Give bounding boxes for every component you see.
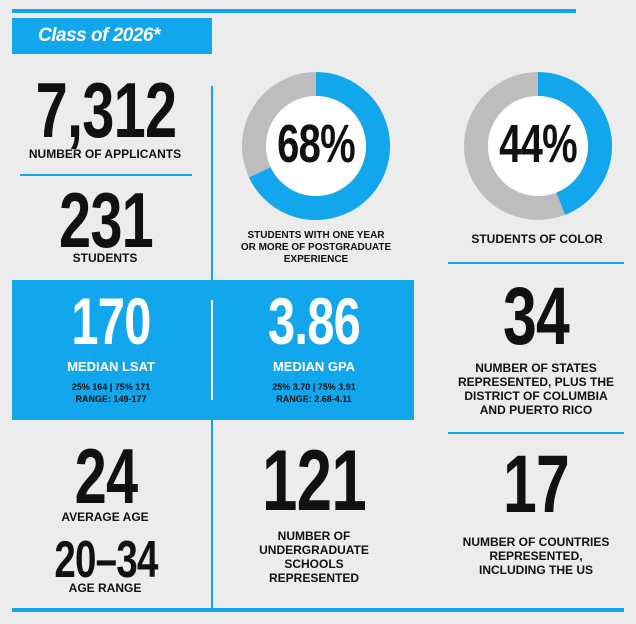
color-donut-fill (464, 72, 612, 220)
states-rule (448, 432, 624, 434)
schools-label-line1: NUMBER OF (277, 529, 351, 543)
gpa-detail1: 25% 3.70 | 75% 3.91 (272, 382, 356, 392)
divider-left-top (211, 86, 213, 280)
band-divider (211, 300, 213, 400)
postgrad-donut-fill (242, 72, 390, 220)
countries-label-line1: NUMBER OF COUNTRIES (462, 535, 610, 549)
countries-value: 17 (502, 439, 570, 530)
states-label-line1: NUMBER OF STATES (475, 361, 597, 375)
states-value: 34 (502, 271, 570, 362)
applicants-rule (20, 174, 192, 176)
schools-label-line4: REPRESENTED (268, 571, 360, 585)
postgrad-label-line3: EXPERIENCE (283, 254, 349, 265)
header-tab: Class of 2026* (12, 18, 212, 54)
schools-label-line3: SCHOOLS (284, 557, 344, 571)
age-label: AVERAGE AGE (61, 510, 149, 524)
divider-left-bottom (211, 420, 213, 610)
lsat-detail2: RANGE: 149-177 (75, 394, 147, 404)
applicants-label: NUMBER OF APPLICANTS (28, 147, 182, 161)
median-scores-band (12, 280, 414, 420)
page-title: Class of 2026* (38, 25, 160, 46)
schools-label-line2: UNDERGRADUATE (259, 543, 369, 557)
gpa-value: 3.86 (267, 284, 361, 358)
states-label-line3: DISTRICT OF COLUMBIA (464, 389, 608, 403)
postgrad-donut-chart (242, 72, 390, 220)
bottom-rule (12, 608, 624, 612)
applicants-value: 7,312 (35, 66, 177, 154)
schools-value: 121 (262, 433, 367, 529)
color-donut-chart (464, 72, 612, 220)
lsat-label: MEDIAN LSAT (67, 359, 155, 374)
lsat-value: 170 (71, 284, 151, 358)
postgrad-value: 68% (277, 114, 356, 174)
countries-label-line2: REPRESENTED, (489, 549, 583, 563)
postgrad-label-line1: STUDENTS WITH ONE YEAR (247, 230, 385, 241)
color-label: STUDENTS OF COLOR (471, 232, 603, 246)
gpa-detail2: RANGE: 2.68-4.11 (276, 394, 352, 404)
countries-label-line3: INCLUDING THE US (479, 563, 593, 577)
age-range-value: 20–34 (54, 531, 158, 589)
states-label-line4: AND PUERTO RICO (479, 403, 593, 417)
students-value: 231 (58, 176, 154, 264)
students-label: STUDENTS (72, 251, 138, 265)
postgrad-label-line2: OR MORE OF POSTGRADUATE (240, 242, 392, 253)
gpa-label: MEDIAN GPA (272, 359, 356, 374)
lsat-detail1: 25% 164 | 75% 171 (71, 382, 151, 392)
age-range-label: AGE RANGE (68, 581, 142, 595)
states-label-line2: REPRESENTED, PLUS THE (457, 375, 615, 389)
age-value: 24 (74, 432, 138, 520)
color-value: 44% (499, 114, 578, 174)
top-rule (12, 9, 576, 13)
color-rule (448, 262, 624, 264)
